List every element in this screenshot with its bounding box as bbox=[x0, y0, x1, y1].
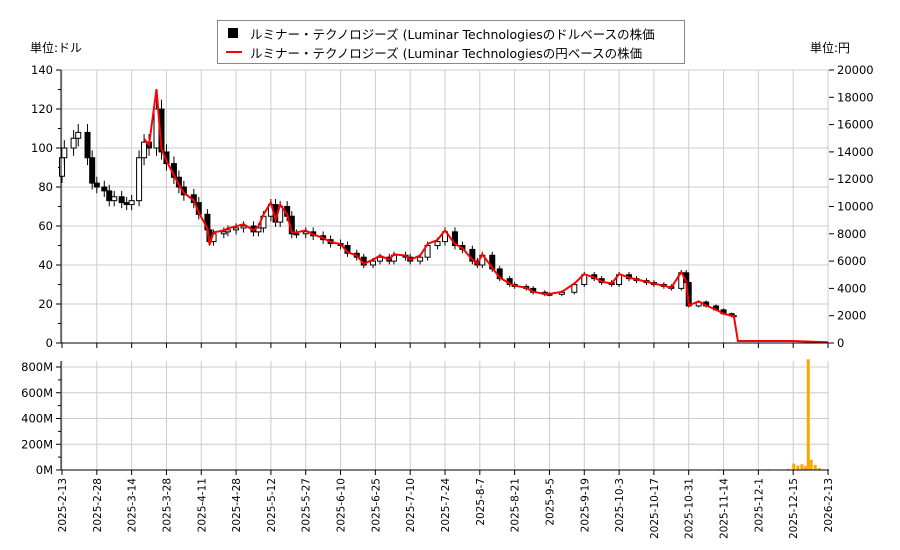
y-tick-label-usd: 40 bbox=[38, 258, 53, 272]
right-unit-label: 単位:円 bbox=[810, 41, 851, 55]
candle-body bbox=[220, 231, 227, 235]
y-tick-label-yen: 10000 bbox=[837, 200, 874, 214]
x-tick-label: 2025-5-27 bbox=[301, 478, 313, 532]
candle-body bbox=[106, 190, 113, 202]
y-tick-label-usd: 100 bbox=[31, 141, 53, 155]
y-tick-label-yen: 14000 bbox=[837, 145, 874, 159]
y-tick-label-yen: 2000 bbox=[837, 309, 866, 323]
y-tick-label-yen: 6000 bbox=[837, 254, 866, 268]
volume-bar bbox=[792, 463, 796, 470]
volume-bar bbox=[796, 465, 800, 470]
candle-body bbox=[434, 241, 441, 247]
legend: ルミナー・テクノロジーズ (Luminar Technologiesのドルベース… bbox=[217, 20, 685, 64]
y-tick-label-usd: 0 bbox=[46, 336, 53, 350]
candle-body bbox=[377, 256, 384, 262]
candle-body bbox=[118, 196, 125, 204]
y-tick-label-usd: 80 bbox=[38, 180, 53, 194]
candle-body bbox=[128, 200, 135, 206]
candle-body bbox=[163, 151, 170, 165]
candle-body bbox=[240, 225, 247, 229]
candle-body bbox=[417, 256, 424, 262]
y-tick-label-usd: 120 bbox=[31, 102, 53, 116]
y-tick-label-yen: 12000 bbox=[837, 172, 874, 186]
candle-body bbox=[175, 176, 182, 188]
x-tick-label: 2025-12-1 bbox=[753, 478, 765, 532]
y-tick-label-yen: 8000 bbox=[837, 227, 866, 241]
x-tick-label: 2025-7-24 bbox=[440, 478, 452, 533]
x-tick-label: 2025-7-10 bbox=[405, 478, 417, 532]
x-tick-label: 2025-6-10 bbox=[336, 478, 348, 532]
x-tick-label: 2025-5-12 bbox=[266, 478, 278, 532]
legend-label-yen: ルミナー・テクノロジーズ (Luminar Technologiesの円ベースの… bbox=[250, 45, 643, 61]
x-tick-label: 2025-8-7 bbox=[475, 478, 487, 526]
y-tick-label-yen: 18000 bbox=[837, 90, 874, 104]
candle-body bbox=[293, 233, 300, 236]
volume-tick-label: 600M bbox=[21, 386, 53, 400]
volume-bar bbox=[803, 466, 807, 470]
candle-body bbox=[123, 202, 130, 206]
x-tick-label: 2025-10-17 bbox=[649, 478, 661, 539]
candle-body bbox=[111, 196, 118, 202]
yen-price-line bbox=[143, 88, 829, 344]
x-tick-label: 2025-3-14 bbox=[127, 478, 139, 533]
x-tick-label: 2025-4-11 bbox=[196, 478, 208, 532]
legend-item-usd: ルミナー・テクノロジーズ (Luminar Technologiesのドルベース… bbox=[226, 24, 655, 42]
x-tick-label: 2025-10-31 bbox=[684, 478, 696, 539]
y-tick-label-yen: 20000 bbox=[837, 63, 874, 77]
volume-bar bbox=[817, 468, 821, 470]
x-tick-label: 2025-6-25 bbox=[370, 478, 382, 532]
volume-bar bbox=[809, 459, 813, 470]
candle-body bbox=[255, 227, 262, 233]
volume-bar bbox=[800, 464, 804, 470]
black-square-icon bbox=[228, 28, 238, 38]
legend-item-yen: ルミナー・テクノロジーズ (Luminar Technologiesの円ベースの… bbox=[226, 43, 642, 61]
left-unit-label: 単位:ドル bbox=[30, 41, 83, 55]
x-tick-label: 2025-4-28 bbox=[231, 478, 243, 532]
x-tick-label: 2025-2-28 bbox=[92, 478, 104, 532]
x-tick-label: 2025-11-14 bbox=[719, 478, 731, 539]
volume-bar bbox=[786, 468, 790, 470]
candle-body bbox=[70, 137, 77, 149]
volume-tick-label: 800M bbox=[21, 360, 53, 374]
x-tick-label: 2025-3-28 bbox=[161, 478, 173, 532]
x-tick-label: 2025-10-3 bbox=[614, 478, 626, 532]
x-tick-label: 2025-2-13 bbox=[57, 478, 69, 532]
candle-body bbox=[224, 229, 231, 233]
candle-body bbox=[233, 227, 240, 231]
legend-label-usd: ルミナー・テクノロジーズ (Luminar Technologiesのドルベース… bbox=[250, 26, 655, 42]
x-tick-label: 2025-12-15 bbox=[788, 478, 800, 539]
candle-body bbox=[84, 131, 91, 159]
x-tick-label: 2025-9-5 bbox=[544, 478, 556, 526]
y-tick-label-usd: 20 bbox=[38, 297, 53, 311]
y-tick-label-usd: 60 bbox=[38, 219, 53, 233]
candle-body bbox=[61, 147, 68, 159]
volume-bar bbox=[813, 464, 817, 470]
volume-tick-label: 200M bbox=[21, 437, 53, 451]
candle-body bbox=[451, 231, 458, 247]
candle-body bbox=[89, 157, 96, 184]
volume-tick-label: 0M bbox=[36, 463, 53, 477]
red-line-icon bbox=[226, 51, 242, 53]
x-tick-label: 2025-8-21 bbox=[510, 478, 522, 532]
x-tick-label: 2026-2-13 bbox=[823, 478, 835, 532]
volume-bar bbox=[806, 359, 810, 470]
y-tick-label-yen: 4000 bbox=[837, 281, 866, 295]
candle-body bbox=[101, 186, 108, 192]
x-tick-label: 2025-9-19 bbox=[579, 478, 591, 532]
y-tick-label-yen: 16000 bbox=[837, 118, 874, 132]
candle-body bbox=[141, 141, 148, 159]
candle-body bbox=[59, 157, 65, 177]
candle-body bbox=[370, 260, 377, 266]
candle-body bbox=[136, 157, 143, 202]
y-tick-label-yen: 0 bbox=[837, 336, 844, 350]
candle-body bbox=[75, 131, 82, 139]
y-tick-label-usd: 140 bbox=[31, 63, 53, 77]
volume-tick-label: 400M bbox=[21, 412, 53, 426]
candle-body bbox=[93, 182, 100, 188]
